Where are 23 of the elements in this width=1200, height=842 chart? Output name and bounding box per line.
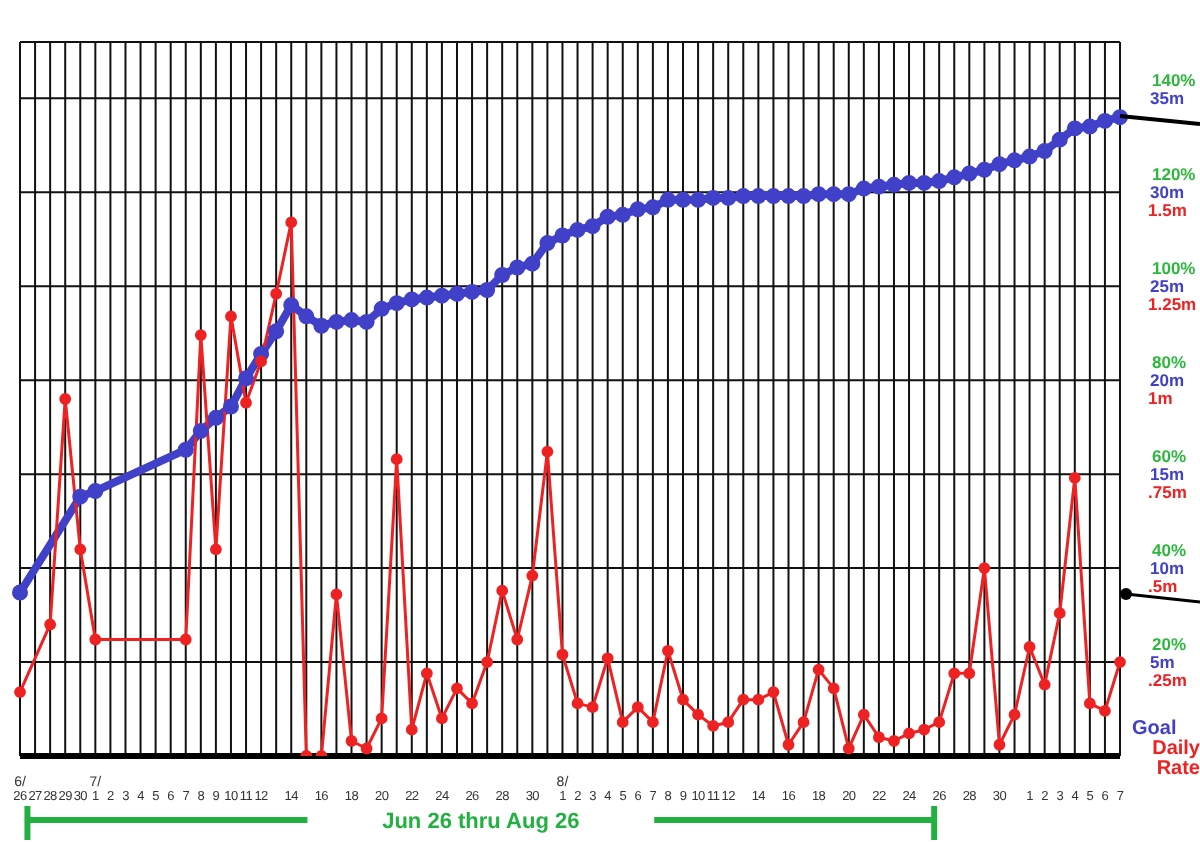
y3-tick-label: 60% (1152, 446, 1187, 467)
y-tick-label: 1m (1148, 388, 1174, 409)
y3-tick-label: 140% (1152, 70, 1197, 91)
y-tick-label: 1.25m (1148, 294, 1198, 315)
y3-tick-label: 80% (1152, 352, 1187, 373)
y2-tick-label: 35m (1150, 88, 1185, 109)
y2-tick-label: 5m (1150, 652, 1176, 673)
y2-tick-label: 30m (1150, 182, 1185, 203)
y-tick-label: .25m (1148, 670, 1188, 691)
y2-tick-label: 10m (1150, 558, 1185, 579)
text: Goal (1132, 718, 1177, 740)
text: Daily Rate (1150, 738, 1200, 780)
y3-tick-label: 40% (1152, 540, 1187, 561)
y2-tick-label: 25m (1150, 276, 1185, 297)
text: Jun 26 thru Aug 26 (382, 810, 580, 834)
y2-tick-label: 20m (1150, 370, 1185, 391)
y3-tick-label: 100% (1152, 258, 1197, 279)
y3-tick-label: 20% (1152, 634, 1187, 655)
y3-tick-label: 120% (1152, 164, 1197, 185)
y2-tick-label: 15m (1150, 464, 1185, 485)
y-tick-label: .5m (1148, 576, 1179, 597)
y-tick-label: 1.5m (1148, 200, 1188, 221)
y-tick-label: .75m (1148, 482, 1188, 503)
